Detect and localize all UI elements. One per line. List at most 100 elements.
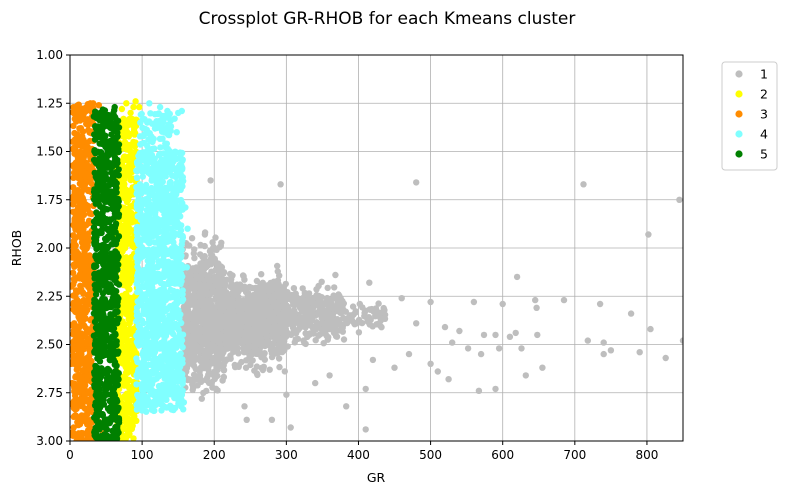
series-1-point: [361, 313, 368, 320]
series-1-point: [512, 329, 519, 337]
series-3-point: [81, 391, 88, 398]
series-4-point: [154, 221, 161, 228]
series-1-point: [251, 299, 258, 306]
series-3-point: [70, 254, 76, 261]
series-4-point: [156, 307, 164, 315]
chart-title: Crossplot GR-RHOB for each Kmeans cluste…: [199, 9, 576, 29]
series-4-point: [160, 356, 168, 363]
series-1-point: [196, 289, 203, 296]
series-2-point: [125, 304, 132, 312]
series-1-point: [318, 294, 325, 301]
series-3-point: [71, 392, 79, 399]
series-1-point: [636, 349, 643, 356]
series-1-point: [232, 363, 239, 371]
series-1-point: [228, 272, 235, 279]
series-4-point: [142, 332, 149, 339]
series-1-point: [243, 305, 251, 312]
series-4-point: [148, 406, 156, 413]
series-1-point: [492, 331, 499, 339]
series-3-point: [79, 133, 86, 140]
series-1-point: [427, 360, 434, 367]
series-4-point: [160, 332, 168, 339]
series-4-point: [153, 316, 160, 323]
series-1-point: [223, 356, 230, 363]
series-2-point: [129, 260, 136, 268]
series-1-point: [679, 337, 683, 344]
series-3-point: [70, 301, 77, 308]
series-2-point: [124, 170, 132, 177]
series-3-point: [73, 248, 80, 255]
series-1-point: [212, 329, 220, 336]
series-1-point: [302, 324, 309, 331]
series-1-point: [647, 325, 654, 333]
series-4-point: [157, 144, 164, 151]
series-2-point: [127, 276, 134, 283]
series-1-point: [456, 327, 463, 335]
series-2-point: [132, 416, 139, 424]
series-3-point: [82, 173, 90, 181]
series-1-point: [228, 341, 236, 348]
series-1-point: [237, 322, 244, 329]
series-1-point: [475, 387, 483, 394]
series-1-point: [215, 357, 222, 365]
series-1-point: [355, 319, 363, 326]
series-1-point: [210, 336, 217, 344]
series-1-point: [532, 296, 539, 304]
series-3-point: [75, 371, 83, 378]
series-3-point: [85, 292, 92, 299]
series-1-point: [204, 326, 211, 333]
series-1-point: [248, 317, 255, 324]
series-1-point: [201, 242, 208, 250]
series-1-point: [275, 355, 283, 362]
series-4-point: [146, 231, 154, 239]
series-1-point: [208, 311, 215, 318]
series-1-point: [367, 306, 375, 313]
series-1-point: [193, 356, 200, 363]
series-1-point: [283, 391, 290, 398]
series-1-point: [362, 426, 369, 433]
series-4-point: [166, 379, 174, 386]
series-4-point: [147, 248, 155, 255]
series-1-point: [276, 363, 283, 371]
series-1-point: [211, 288, 218, 295]
series-3-point: [70, 221, 77, 229]
series-4-point: [171, 149, 178, 157]
series-4-point: [178, 386, 185, 393]
series-3-point: [70, 122, 77, 130]
series-1-point: [224, 291, 231, 298]
series-4-point: [137, 157, 145, 164]
series-2-point: [130, 435, 137, 441]
series-3-point: [72, 412, 80, 419]
series-4-point: [164, 131, 172, 138]
series-1-point: [195, 334, 202, 341]
series-4-point: [154, 110, 161, 118]
series-2-point: [127, 212, 135, 219]
series-2-point: [121, 242, 128, 249]
series-4-point: [135, 265, 142, 273]
series-3-point: [70, 322, 74, 329]
series-2-point: [121, 280, 128, 288]
series-1-point: [286, 315, 293, 322]
series-4-point: [166, 185, 174, 192]
series-4-point: [158, 323, 165, 331]
series-3-point: [70, 232, 77, 239]
series-3-point: [78, 396, 86, 404]
series-1-point: [281, 368, 288, 375]
series-1-point: [355, 329, 363, 336]
series-3-point: [77, 383, 84, 390]
series-1-point: [220, 367, 228, 374]
series-1-point: [274, 268, 281, 275]
series-3-point: [70, 208, 77, 215]
series-1-point: [464, 345, 472, 352]
series-3-point: [71, 129, 78, 137]
series-2-point: [122, 205, 129, 213]
series-1-point: [495, 345, 503, 352]
series-3-point: [75, 357, 82, 364]
series-2-point: [127, 367, 134, 375]
series-4-point: [174, 352, 181, 359]
series-4-point: [140, 358, 147, 366]
series-3-point: [70, 174, 77, 181]
series-4-point: [136, 297, 144, 304]
series-4-point: [163, 404, 170, 411]
series-1-point: [533, 304, 540, 311]
